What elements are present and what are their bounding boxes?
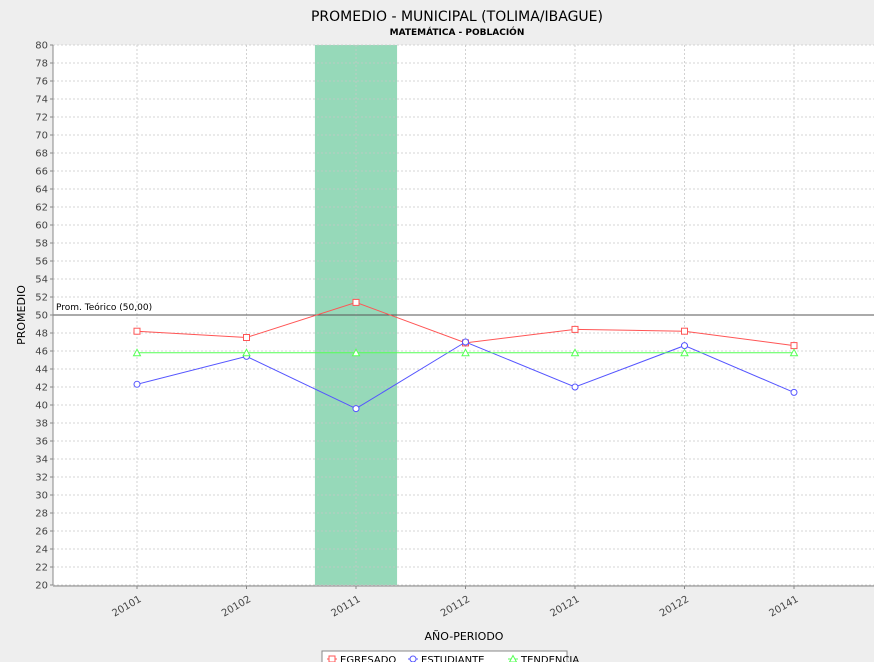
data-point-estudiante xyxy=(352,405,360,413)
data-point-estudiante xyxy=(462,338,469,346)
y-tick-label: 38 xyxy=(35,419,48,430)
data-point-egresado xyxy=(352,298,360,306)
data-point-egresado xyxy=(243,334,250,341)
data-point-estudiante xyxy=(790,388,798,396)
y-tick-label: 62 xyxy=(35,203,48,214)
data-point-tendencia xyxy=(242,348,251,357)
data-point-estudiante xyxy=(133,380,141,388)
y-tick-label: 66 xyxy=(35,167,48,178)
x-tick-label: 20101 xyxy=(110,594,143,619)
y-tick-label: 48 xyxy=(35,329,48,340)
x-tick-label: 20111 xyxy=(329,594,362,619)
y-tick-label: 44 xyxy=(35,365,48,376)
data-point-estudiante xyxy=(681,342,688,350)
y-tick-label: 54 xyxy=(35,275,48,286)
x-tick-label: 20141 xyxy=(767,594,800,619)
data-point-tendencia xyxy=(351,348,361,357)
legend-marker-egresado xyxy=(328,655,336,662)
y-tick-label: 28 xyxy=(35,509,48,520)
y-tick-label: 64 xyxy=(35,185,48,196)
y-axis-label: PROMEDIO xyxy=(15,285,28,345)
data-point-egresado xyxy=(681,327,688,335)
y-tick-label: 20 xyxy=(35,581,48,592)
data-point-egresado xyxy=(133,327,141,335)
legend: EGRESADO ESTUDIANTE TENDENCIA xyxy=(321,650,579,662)
chart-subtitle: MATEMÁTICA - POBLACIÓN xyxy=(390,26,525,38)
data-point-tendencia xyxy=(461,348,470,357)
y-tick-label: 34 xyxy=(35,455,48,466)
legend-label-estudiante: ESTUDIANTE xyxy=(421,655,485,662)
reference-line-label: Prom. Teórico (50,00) xyxy=(56,302,152,313)
data-point-egresado xyxy=(571,325,579,333)
y-tick-label: 68 xyxy=(35,149,48,160)
x-tick-label: 20121 xyxy=(548,594,581,619)
legend-marker-estudiante xyxy=(409,655,417,662)
y-tick-label: 78 xyxy=(35,59,48,70)
y-tick-label: 58 xyxy=(35,239,48,250)
y-tick-label: 32 xyxy=(35,473,48,484)
y-tick-label: 76 xyxy=(35,77,48,88)
y-tick-label: 50 xyxy=(35,311,48,322)
y-tick-label: 30 xyxy=(35,491,48,502)
data-point-tendencia xyxy=(132,348,142,357)
y-tick-label: 42 xyxy=(35,383,48,394)
legend-box xyxy=(321,650,568,662)
y-tick-label: 60 xyxy=(35,221,48,232)
y-tick-label: 40 xyxy=(35,401,48,412)
y-tick-label: 52 xyxy=(35,293,48,304)
y-tick-label: 24 xyxy=(35,545,48,556)
legend-marker-tendencia xyxy=(508,654,518,662)
x-tick-label: 20122 xyxy=(658,594,691,619)
y-tick-label: 46 xyxy=(35,347,48,358)
data-point-estudiante xyxy=(571,383,579,391)
y-tick-label: 80 xyxy=(35,41,48,52)
y-tick-label: 74 xyxy=(35,95,48,106)
y-tick-label: 70 xyxy=(35,131,48,142)
data-point-tendencia xyxy=(570,348,580,357)
data-point-tendencia xyxy=(680,348,689,357)
y-tick-label: 22 xyxy=(35,563,48,574)
data-point-tendencia xyxy=(789,348,799,357)
legend-label-tendencia: TENDENCIA xyxy=(520,655,579,662)
x-tick-label: 20102 xyxy=(220,594,253,619)
legend-label-egresado: EGRESADO xyxy=(340,655,396,662)
y-tick-label: 72 xyxy=(35,113,48,124)
x-tick-label: 20112 xyxy=(439,594,472,619)
chart-title: PROMEDIO - MUNICIPAL (TOLIMA/IBAGUE) xyxy=(311,9,603,25)
data-point-egresado xyxy=(790,342,798,350)
x-axis-label: AÑO-PERIODO xyxy=(425,630,504,643)
y-tick-label: 56 xyxy=(35,257,48,268)
y-tick-label: 26 xyxy=(35,527,48,538)
y-tick-label: 36 xyxy=(35,437,48,448)
